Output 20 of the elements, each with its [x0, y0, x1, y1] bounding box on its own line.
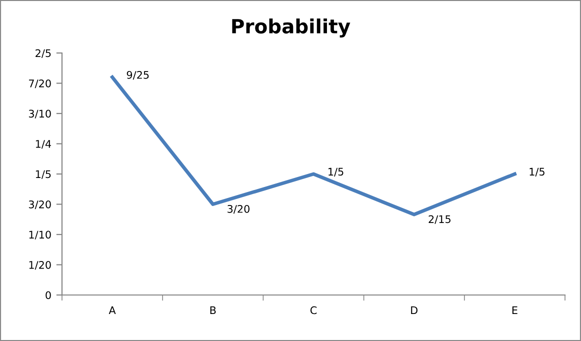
y-tick-label: 3/10	[28, 110, 51, 118]
chart-title: Probability	[232, 18, 350, 38]
x-tick-label: B	[210, 306, 216, 314]
y-tick-label: 0	[46, 291, 51, 300]
data-label: 1/5	[328, 168, 344, 176]
x-tick-label: D	[411, 306, 418, 314]
y-tick-label: 1/20	[29, 260, 51, 270]
y-tick-label: 1/5	[36, 170, 51, 179]
data-label: 1/5	[530, 168, 544, 176]
x-tick-label: E	[512, 306, 518, 314]
y-tick-label: 2/5	[36, 49, 51, 58]
y-tick-label: 1/10	[29, 230, 51, 240]
x-tick-label: C	[310, 306, 317, 314]
data-label: 3/20	[228, 204, 250, 214]
data-label: 2/15	[428, 215, 450, 224]
y-tick-label: 1/4	[36, 140, 51, 149]
data-label: 9/25	[126, 70, 149, 80]
y-tick-label: 7/20	[29, 79, 51, 88]
y-tick-label: 3/20	[28, 200, 51, 210]
x-tick-label: A	[108, 306, 116, 314]
